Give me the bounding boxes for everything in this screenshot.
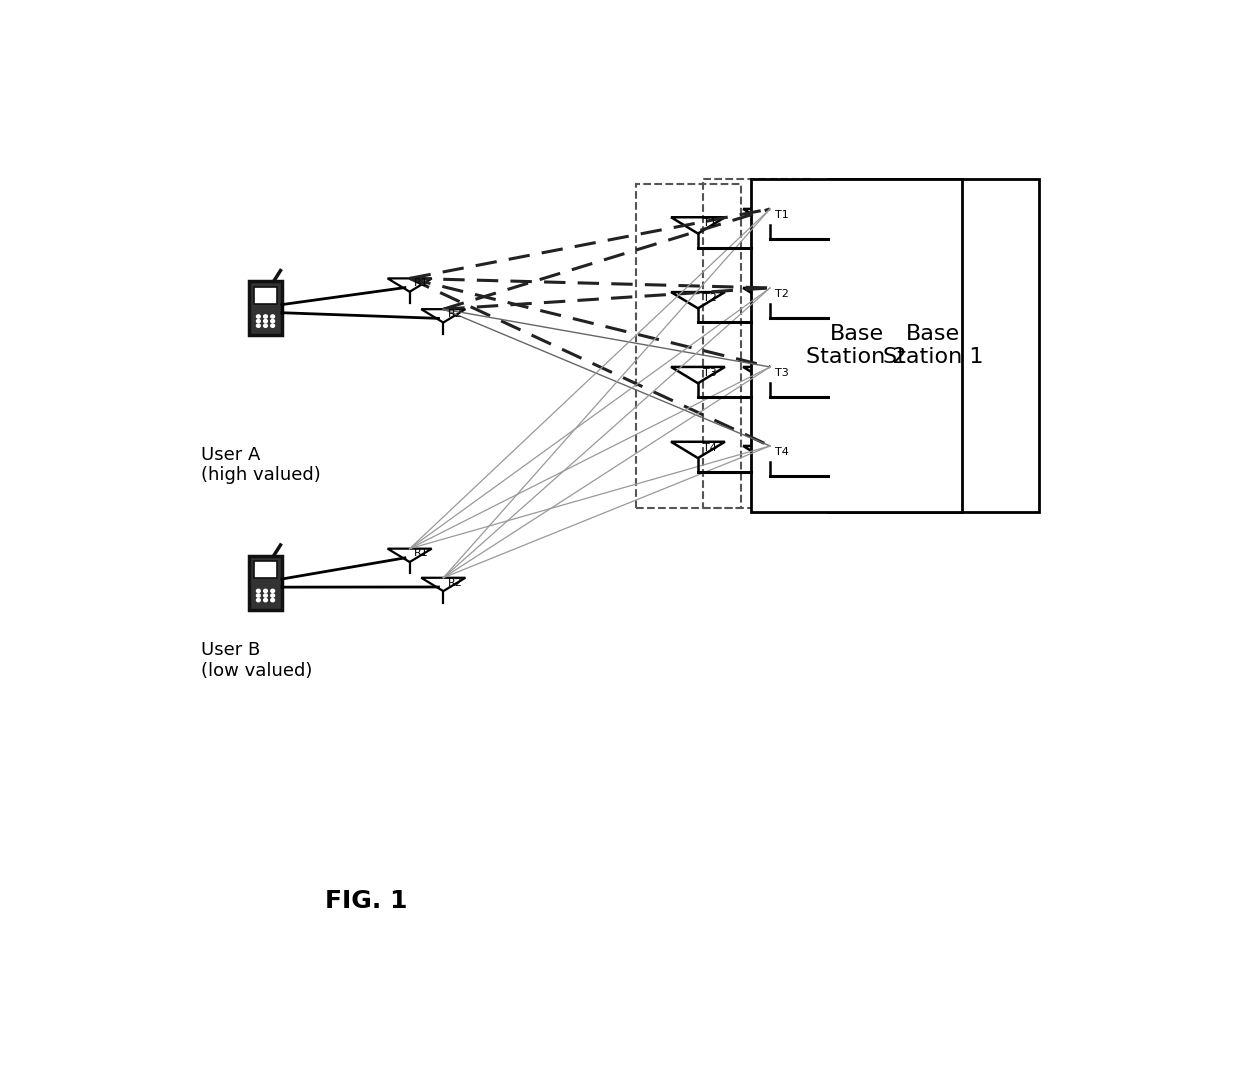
- Text: User A
(high valued): User A (high valued): [201, 446, 321, 485]
- Circle shape: [264, 320, 268, 323]
- Text: T3: T3: [775, 368, 789, 378]
- Circle shape: [264, 590, 268, 593]
- Circle shape: [270, 594, 274, 597]
- Text: T2: T2: [703, 293, 717, 302]
- Text: T2: T2: [775, 288, 790, 299]
- Circle shape: [257, 315, 260, 319]
- Text: R1: R1: [414, 279, 429, 288]
- Text: T4: T4: [703, 443, 717, 453]
- Circle shape: [264, 324, 268, 327]
- Bar: [249, 282, 281, 336]
- Circle shape: [257, 324, 260, 327]
- Circle shape: [270, 320, 274, 323]
- Text: T4: T4: [775, 447, 790, 457]
- Text: T1: T1: [703, 218, 717, 228]
- Circle shape: [270, 598, 274, 602]
- Bar: [828, 179, 1039, 512]
- Circle shape: [257, 590, 260, 593]
- Text: FIG. 1: FIG. 1: [325, 889, 408, 914]
- Bar: [751, 179, 962, 512]
- Text: Base
Station 2: Base Station 2: [806, 324, 906, 367]
- Text: T3: T3: [703, 368, 717, 378]
- Text: Base
Station 1: Base Station 1: [883, 324, 983, 367]
- Circle shape: [270, 315, 274, 319]
- Bar: [254, 287, 278, 305]
- Circle shape: [270, 590, 274, 593]
- Circle shape: [257, 598, 260, 602]
- Text: R2: R2: [448, 309, 463, 319]
- Bar: [254, 562, 278, 579]
- Text: R2: R2: [448, 578, 463, 588]
- Circle shape: [264, 598, 268, 602]
- Circle shape: [257, 594, 260, 597]
- Bar: [703, 179, 813, 508]
- Circle shape: [257, 320, 260, 323]
- Bar: [249, 556, 281, 610]
- Circle shape: [264, 315, 268, 319]
- Text: User B
(low valued): User B (low valued): [201, 642, 312, 679]
- Text: T1: T1: [775, 210, 789, 219]
- Circle shape: [270, 324, 274, 327]
- Text: R1: R1: [414, 549, 429, 558]
- Circle shape: [264, 594, 268, 597]
- Bar: [635, 184, 742, 508]
